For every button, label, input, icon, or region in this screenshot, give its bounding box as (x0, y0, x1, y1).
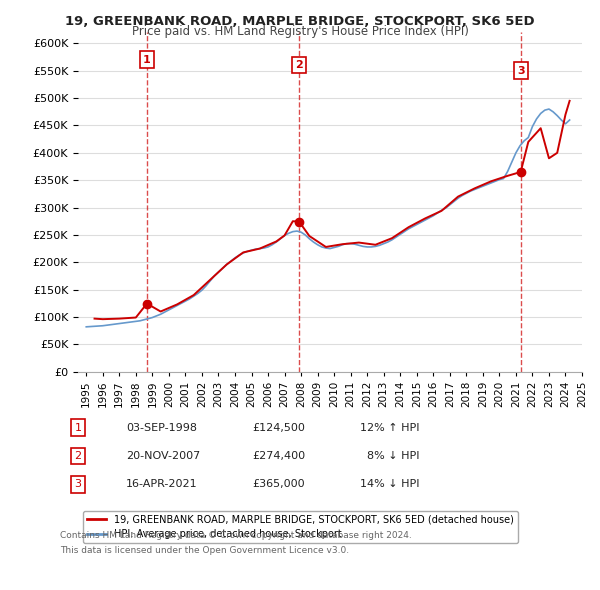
Text: 19, GREENBANK ROAD, MARPLE BRIDGE, STOCKPORT, SK6 5ED: 19, GREENBANK ROAD, MARPLE BRIDGE, STOCK… (65, 15, 535, 28)
Text: 2: 2 (74, 451, 82, 461)
Text: Contains HM Land Registry data © Crown copyright and database right 2024.: Contains HM Land Registry data © Crown c… (60, 531, 412, 540)
Text: 03-SEP-1998: 03-SEP-1998 (126, 423, 197, 432)
Text: £274,400: £274,400 (252, 451, 305, 461)
Text: 1: 1 (143, 55, 151, 64)
Text: 2: 2 (295, 60, 303, 70)
Text: 16-APR-2021: 16-APR-2021 (126, 480, 197, 489)
Text: 20-NOV-2007: 20-NOV-2007 (126, 451, 200, 461)
Text: 3: 3 (517, 65, 524, 76)
Text: 8% ↓ HPI: 8% ↓ HPI (360, 451, 419, 461)
Text: This data is licensed under the Open Government Licence v3.0.: This data is licensed under the Open Gov… (60, 546, 349, 555)
Legend: 19, GREENBANK ROAD, MARPLE BRIDGE, STOCKPORT, SK6 5ED (detached house), HPI: Ave: 19, GREENBANK ROAD, MARPLE BRIDGE, STOCK… (83, 510, 518, 543)
Text: £365,000: £365,000 (252, 480, 305, 489)
Text: 14% ↓ HPI: 14% ↓ HPI (360, 480, 419, 489)
Text: 1: 1 (74, 423, 82, 432)
Text: £124,500: £124,500 (252, 423, 305, 432)
Text: 12% ↑ HPI: 12% ↑ HPI (360, 423, 419, 432)
Text: 3: 3 (74, 480, 82, 489)
Text: Price paid vs. HM Land Registry's House Price Index (HPI): Price paid vs. HM Land Registry's House … (131, 25, 469, 38)
